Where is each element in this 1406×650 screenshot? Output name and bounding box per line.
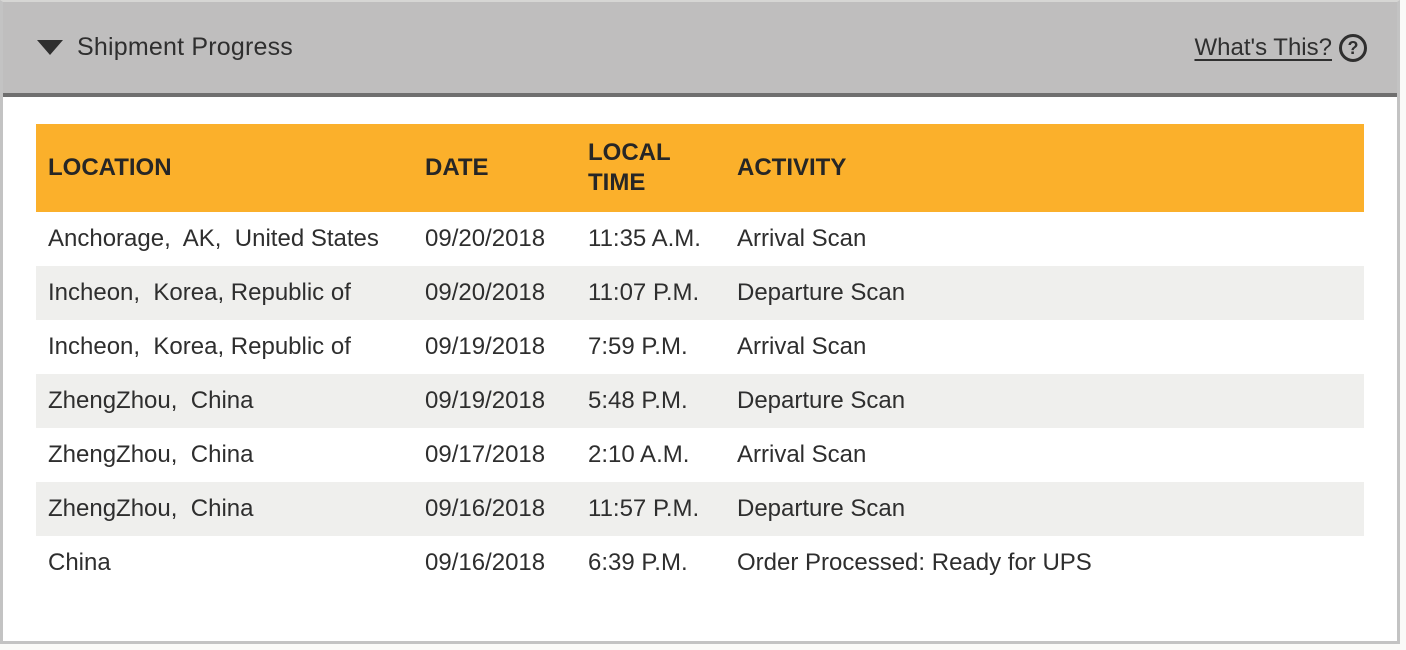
cell-date: 09/20/2018	[425, 225, 546, 252]
cell-local-time: 5:48 P.M.	[588, 387, 688, 414]
cell-location: ZhengZhou, China	[48, 387, 254, 414]
cell-date: 09/19/2018	[425, 333, 546, 360]
table-row: Incheon, Korea, Republic of 09/20/2018 1…	[36, 266, 1364, 320]
table-row: ZhengZhou, China 09/17/2018 2:10 A.M. Ar…	[36, 428, 1364, 482]
cell-local-time: 11:35 A.M.	[588, 225, 701, 252]
cell-activity: Departure Scan	[737, 495, 906, 522]
panel-title: Shipment Progress	[77, 33, 293, 61]
cell-activity: Order Processed: Ready for UPS	[737, 549, 1092, 576]
table-row: Incheon, Korea, Republic of 09/19/2018 7…	[36, 320, 1364, 374]
shipment-progress-content: LOCATION DATE LOCAL TIME ACTIVITY Anchor…	[3, 97, 1397, 590]
column-header-location: LOCATION	[36, 124, 425, 212]
cell-local-time: 7:59 P.M.	[588, 333, 688, 360]
table-header: LOCATION DATE LOCAL TIME ACTIVITY	[36, 124, 1364, 212]
triangle-down-icon	[37, 40, 63, 55]
table-row: Anchorage, AK, United States 09/20/2018 …	[36, 212, 1364, 266]
cell-local-time: 11:07 P.M.	[588, 279, 700, 306]
shipment-progress-table: LOCATION DATE LOCAL TIME ACTIVITY Anchor…	[36, 124, 1364, 590]
cell-date: 09/16/2018	[425, 549, 546, 576]
shipment-progress-titlebar: Shipment Progress What's This? ?	[3, 2, 1397, 97]
cell-activity: Arrival Scan	[737, 225, 867, 252]
cell-local-time: 6:39 P.M.	[588, 549, 688, 576]
whats-this-link[interactable]: What's This?	[1194, 33, 1332, 61]
table-row: ZhengZhou, China 09/19/2018 5:48 P.M. De…	[36, 374, 1364, 428]
cell-date: 09/16/2018	[425, 495, 546, 522]
cell-location: ZhengZhou, China	[48, 495, 254, 522]
cell-location: Incheon, Korea, Republic of	[48, 279, 351, 306]
cell-date: 09/17/2018	[425, 441, 546, 468]
column-header-activity: ACTIVITY	[737, 124, 1364, 212]
column-header-local-time: LOCAL TIME	[588, 124, 737, 212]
whats-this-group: What's This? ?	[1194, 33, 1367, 62]
cell-activity: Arrival Scan	[737, 333, 867, 360]
cell-local-time: 11:57 P.M.	[588, 495, 700, 522]
shipment-table-body: Anchorage, AK, United States 09/20/2018 …	[36, 212, 1364, 590]
cell-local-time: 2:10 A.M.	[588, 441, 690, 468]
question-circle-icon[interactable]: ?	[1339, 33, 1367, 62]
cell-date: 09/20/2018	[425, 279, 546, 306]
cell-location: Incheon, Korea, Republic of	[48, 333, 351, 360]
cell-location: ZhengZhou, China	[48, 441, 254, 468]
collapse-toggle[interactable]: Shipment Progress	[37, 33, 293, 62]
cell-activity: Departure Scan	[737, 279, 906, 306]
cell-location: Anchorage, AK, United States	[48, 225, 379, 252]
table-row: ZhengZhou, China 09/16/2018 11:57 P.M. D…	[36, 482, 1364, 536]
cell-date: 09/19/2018	[425, 387, 546, 414]
cell-activity: Departure Scan	[737, 387, 906, 414]
column-header-date: DATE	[425, 124, 588, 212]
cell-location: China	[48, 549, 111, 576]
cell-activity: Arrival Scan	[737, 441, 867, 468]
table-row: China 09/16/2018 6:39 P.M. Order Process…	[36, 536, 1364, 590]
